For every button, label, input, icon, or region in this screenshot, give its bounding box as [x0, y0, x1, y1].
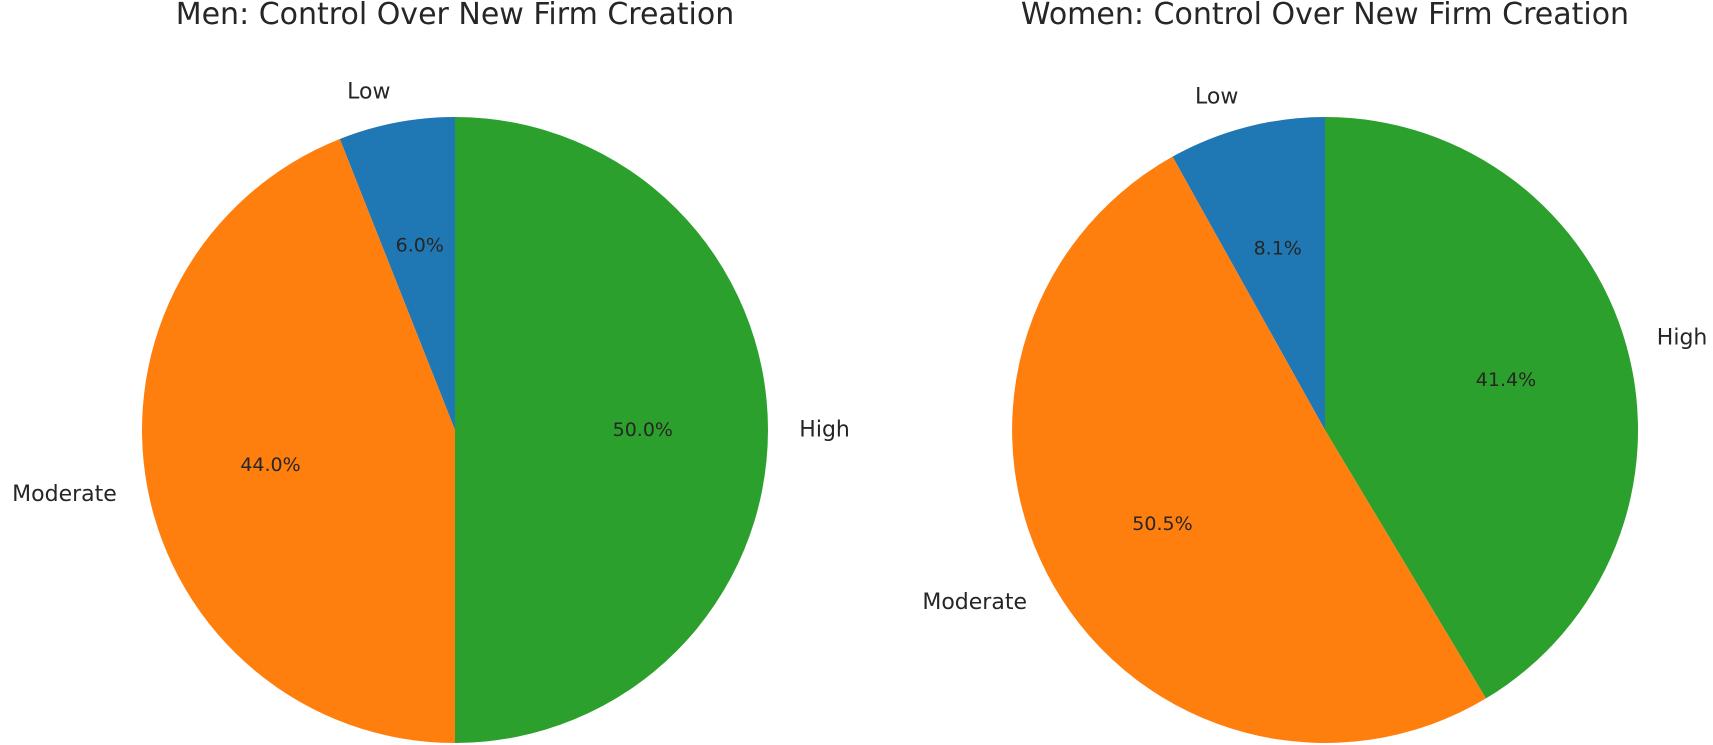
pct-label-women-moderate: 50.5% — [1132, 513, 1192, 535]
pie-slice-women-high — [1325, 117, 1639, 699]
pie-slice-men-high — [455, 117, 768, 743]
pie-slice-women-moderate — [1012, 156, 1487, 743]
slice-label-women-low: Low — [1195, 84, 1238, 109]
pie-chart-men: Men: Control Over New Firm Creation Low 6… — [12, 0, 850, 744]
pct-label-men-low: 6.0% — [396, 235, 444, 257]
slice-label-men-high: High — [799, 418, 850, 443]
pie-chart-women: Women: Control Over New Firm Creation Lo… — [922, 0, 1707, 743]
pct-label-men-high: 50.0% — [613, 419, 673, 441]
pie-slice-men-moderate — [142, 138, 455, 744]
pct-label-women-high: 41.4% — [1476, 369, 1536, 391]
slice-label-women-high: High — [1657, 326, 1708, 351]
pie-slice-men-low — [339, 117, 455, 430]
pct-label-women-low: 8.1% — [1254, 237, 1302, 259]
chart-title-women: Women: Control Over New Firm Creation — [1021, 0, 1629, 32]
slice-label-men-moderate: Moderate — [12, 482, 117, 507]
slice-label-men-low: Low — [347, 79, 390, 104]
slice-label-women-moderate: Moderate — [922, 590, 1027, 615]
pct-label-men-moderate: 44.0% — [240, 454, 300, 476]
chart-title-men: Men: Control Over New Firm Creation — [176, 0, 735, 32]
pie-slice-women-low — [1172, 117, 1325, 430]
